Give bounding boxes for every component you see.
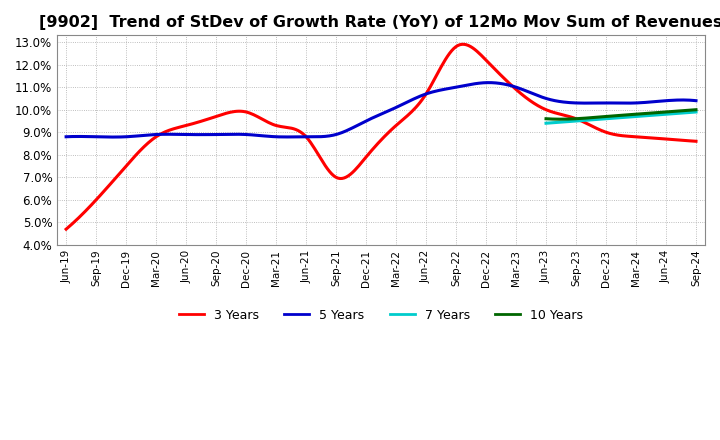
- Legend: 3 Years, 5 Years, 7 Years, 10 Years: 3 Years, 5 Years, 7 Years, 10 Years: [174, 304, 588, 327]
- Title: [9902]  Trend of StDev of Growth Rate (YoY) of 12Mo Mov Sum of Revenues: [9902] Trend of StDev of Growth Rate (Yo…: [40, 15, 720, 30]
